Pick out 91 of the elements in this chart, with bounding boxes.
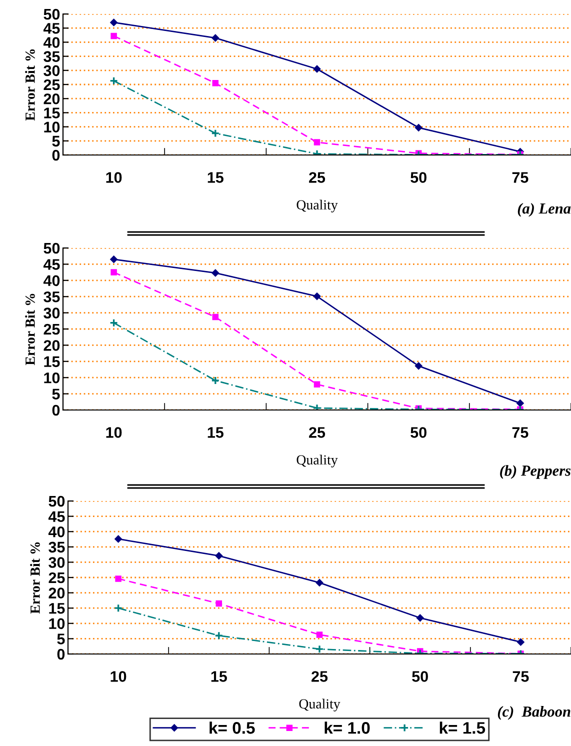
- legend-label: k= 0.5: [210, 722, 255, 734]
- x-tick-label: 25: [312, 671, 328, 682]
- x-tick-label: 50: [410, 172, 426, 183]
- point: [110, 269, 117, 276]
- y-tick-label: 5: [52, 136, 60, 147]
- point: [516, 638, 524, 646]
- x-tick-label: 10: [106, 172, 122, 183]
- y-tick-label: 30: [48, 557, 65, 568]
- y-tick-label: 45: [43, 259, 60, 270]
- y-tick-label: 25: [44, 324, 60, 335]
- x-tick-label: 75: [512, 172, 528, 183]
- point: [313, 292, 321, 300]
- y-tick-label: 45: [48, 511, 65, 522]
- y-tick-label: 50: [44, 8, 60, 20]
- y-tick-label: 40: [48, 526, 65, 538]
- point: [316, 632, 323, 638]
- y-tick-label: 35: [48, 542, 65, 553]
- y-tick-label: 35: [44, 51, 60, 62]
- y-tick-label: 0: [57, 648, 65, 660]
- x-tick-label: 50: [410, 427, 426, 438]
- legend-label: k= 1.5: [440, 722, 486, 734]
- point: [313, 65, 321, 73]
- y-tick-label: 15: [44, 108, 60, 118]
- y-axis-title: Error Bit %: [25, 49, 35, 121]
- y-tick-label: 20: [44, 340, 60, 351]
- y-tick-label: 45: [43, 23, 60, 34]
- y-tick-label: 40: [43, 37, 60, 48]
- point: [416, 614, 424, 622]
- y-tick-label: 5: [57, 634, 65, 644]
- y-tick-label: 50: [44, 242, 60, 254]
- x-axis-title: Quality: [296, 454, 338, 468]
- text: (b) Peppers: [500, 465, 571, 479]
- point: [109, 76, 118, 86]
- y-tick-label: 10: [44, 372, 60, 384]
- y-tick-label: 25: [44, 79, 60, 90]
- y-tick-label: 30: [44, 308, 60, 319]
- point: [212, 80, 219, 86]
- y-tick-label: 50: [48, 496, 65, 507]
- y-tick-label: 0: [52, 150, 60, 161]
- point: [110, 18, 118, 26]
- x-axis-title: Quality: [299, 698, 340, 712]
- y-tick-label: 10: [49, 618, 65, 630]
- x-tick-label: 15: [208, 427, 224, 438]
- y-tick-label: 0: [52, 404, 60, 416]
- point: [109, 318, 118, 328]
- y-tick-label: 5: [52, 388, 60, 400]
- point: [214, 631, 224, 640]
- x-tick-label: 50: [412, 671, 428, 682]
- y-tick-label: 20: [48, 588, 65, 598]
- point: [114, 535, 122, 543]
- point: [312, 404, 322, 410]
- x-axis-title: Quality: [296, 200, 338, 212]
- x-tick-label: 25: [309, 172, 326, 183]
- point: [414, 362, 422, 370]
- point: [212, 269, 220, 277]
- point: [211, 376, 220, 385]
- point: [216, 600, 222, 607]
- x-tick-label: 15: [211, 671, 227, 682]
- point: [110, 32, 117, 40]
- y-axis-title: Error Bit %: [30, 542, 40, 614]
- point: [215, 552, 223, 560]
- point: [211, 128, 220, 138]
- y-tick-label: 15: [49, 603, 65, 614]
- y-axis-title: Error Bit %: [25, 294, 35, 366]
- y-tick-label: 10: [44, 122, 60, 132]
- y-tick-label: 15: [44, 356, 60, 368]
- y-tick-label: 25: [48, 572, 65, 584]
- y-tick-label: 20: [44, 93, 60, 104]
- text: (a) Lena: [518, 202, 571, 217]
- point: [115, 576, 122, 582]
- point: [315, 644, 324, 654]
- text: (c) Baboon: [498, 706, 570, 720]
- point: [110, 256, 118, 264]
- x-tick-label: 75: [512, 671, 529, 682]
- point: [316, 578, 324, 586]
- y-tick-label: 35: [44, 291, 60, 302]
- point: [212, 34, 220, 42]
- point: [314, 139, 320, 146]
- point: [212, 314, 219, 320]
- y-tick-label: 30: [44, 65, 60, 76]
- point: [414, 124, 422, 132]
- x-tick-label: 10: [110, 671, 126, 682]
- point: [516, 399, 524, 407]
- x-tick-label: 15: [208, 172, 224, 183]
- x-tick-label: 75: [512, 427, 528, 438]
- y-tick-label: 40: [43, 275, 60, 286]
- x-tick-label: 25: [309, 427, 326, 438]
- point: [314, 381, 320, 388]
- x-tick-label: 10: [106, 427, 122, 438]
- legend-label: k= 1.0: [324, 722, 370, 734]
- point: [114, 604, 123, 612]
